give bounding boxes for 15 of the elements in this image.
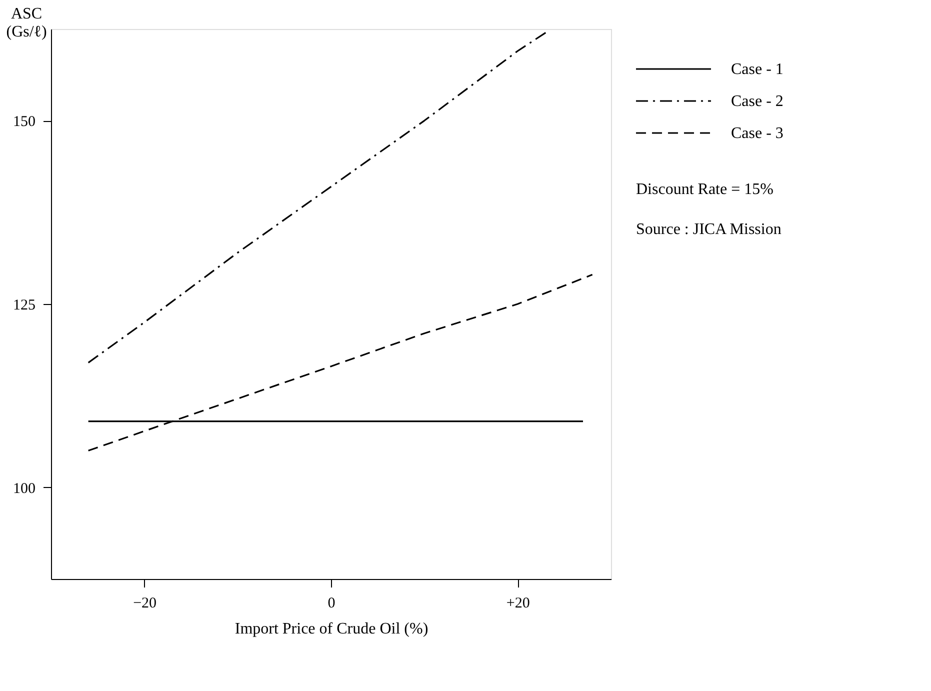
line-series	[88, 274, 594, 452]
text: Discount Rate = 15%	[636, 181, 774, 198]
source-note: Source : JICA Mission	[636, 221, 782, 238]
legend-label: Case - 3	[731, 125, 784, 142]
legend-label: Case - 1	[731, 61, 784, 78]
y-tick-label: 100	[13, 480, 36, 497]
x-tick-label: 0	[328, 596, 336, 612]
x-axis-title: Import Price of Crude Oil (%)	[234, 620, 428, 638]
line-series	[88, 32, 546, 364]
y-tick-label: 150	[13, 114, 36, 130]
y-axis-title: ASC (Gs/ℓ)	[6, 6, 47, 40]
y-tick-label: 125	[13, 298, 36, 314]
x-tick-label: −20	[133, 596, 157, 612]
x-tick-label: +20	[506, 596, 530, 612]
legend-label: Case - 2	[731, 93, 784, 110]
